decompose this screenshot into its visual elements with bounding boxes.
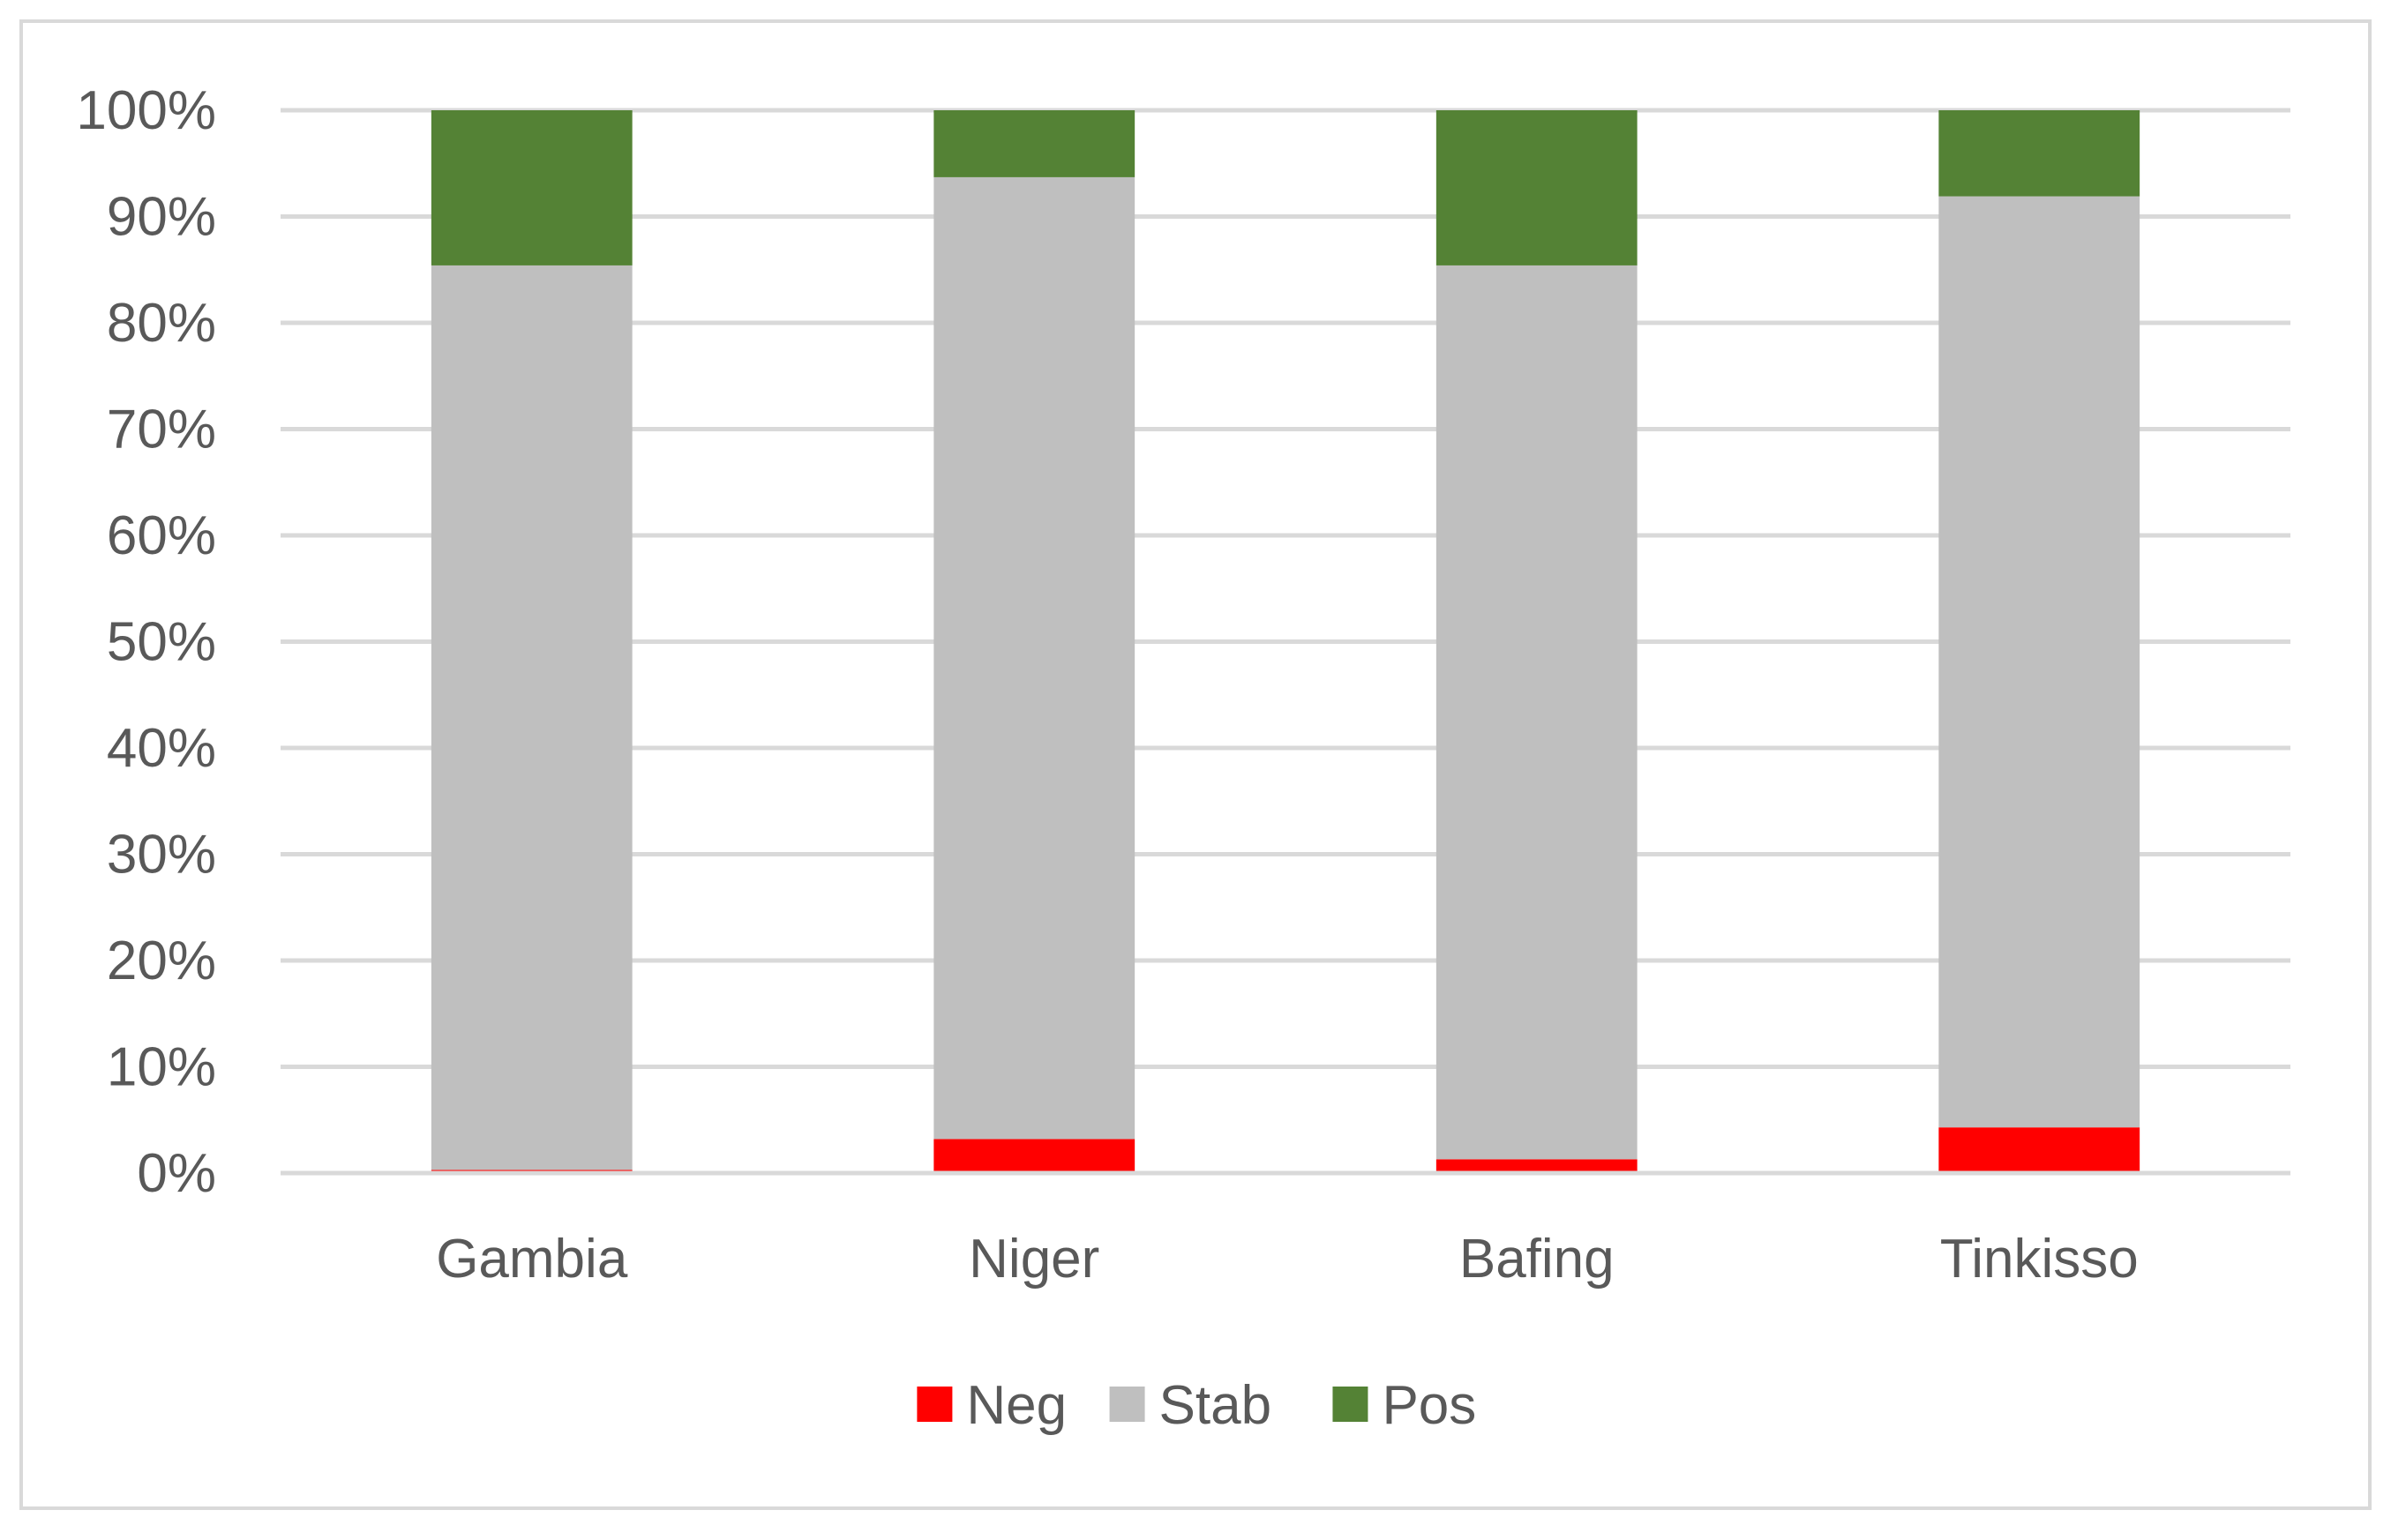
legend: Neg Stab Pos bbox=[917, 1375, 1476, 1436]
y-tick-label: 0% bbox=[137, 1143, 216, 1204]
bar-segment-pos-gambia bbox=[431, 110, 633, 265]
bar-segment-pos-niger bbox=[933, 110, 1136, 177]
y-tick-label: 70% bbox=[107, 400, 216, 460]
y-tick-label: 30% bbox=[107, 825, 216, 886]
y-tick-label: 80% bbox=[107, 293, 216, 354]
legend-swatch-neg bbox=[917, 1387, 953, 1422]
x-tick-label: Gambia bbox=[436, 1229, 628, 1290]
x-tick-label: Bafing bbox=[1459, 1229, 1615, 1290]
bars bbox=[431, 110, 2140, 1173]
bar-segment-pos-bafing bbox=[1435, 110, 1638, 265]
bar-segment-stab-niger bbox=[933, 176, 1136, 1140]
bar-segment-pos-tinkisso bbox=[1938, 110, 2140, 197]
bar-segment-neg-bafing bbox=[1435, 1159, 1638, 1173]
bar-segment-neg-tinkisso bbox=[1938, 1127, 2140, 1173]
x-tick-label: Niger bbox=[969, 1229, 1099, 1290]
y-tick-label: 10% bbox=[107, 1037, 216, 1098]
bar-segment-stab-bafing bbox=[1435, 265, 1638, 1160]
legend-label-pos: Pos bbox=[1382, 1375, 1476, 1436]
y-tick-label: 20% bbox=[107, 931, 216, 991]
y-tick-label: 100% bbox=[76, 80, 216, 141]
legend-swatch-pos bbox=[1332, 1387, 1368, 1422]
legend-label-neg: Neg bbox=[966, 1375, 1067, 1436]
y-tick-label: 50% bbox=[107, 612, 216, 673]
bar-segment-stab-gambia bbox=[431, 265, 633, 1170]
bar-segment-stab-tinkisso bbox=[1938, 196, 2140, 1128]
y-tick-label: 60% bbox=[107, 505, 216, 566]
y-tick-label: 90% bbox=[107, 187, 216, 248]
legend-label-stab: Stab bbox=[1159, 1375, 1272, 1436]
legend-swatch-stab bbox=[1109, 1387, 1145, 1422]
bar-segment-neg-niger bbox=[933, 1139, 1136, 1173]
x-tick-label: Tinkisso bbox=[1940, 1229, 2139, 1290]
x-axis-tick-labels: Gambia Niger Bafing Tinkisso bbox=[436, 1229, 2139, 1290]
y-axis-tick-labels: 0% 10% 20% 30% 40% 50% 60% 70% 80% 90% 100% bbox=[76, 80, 216, 1204]
y-tick-label: 40% bbox=[107, 718, 216, 779]
